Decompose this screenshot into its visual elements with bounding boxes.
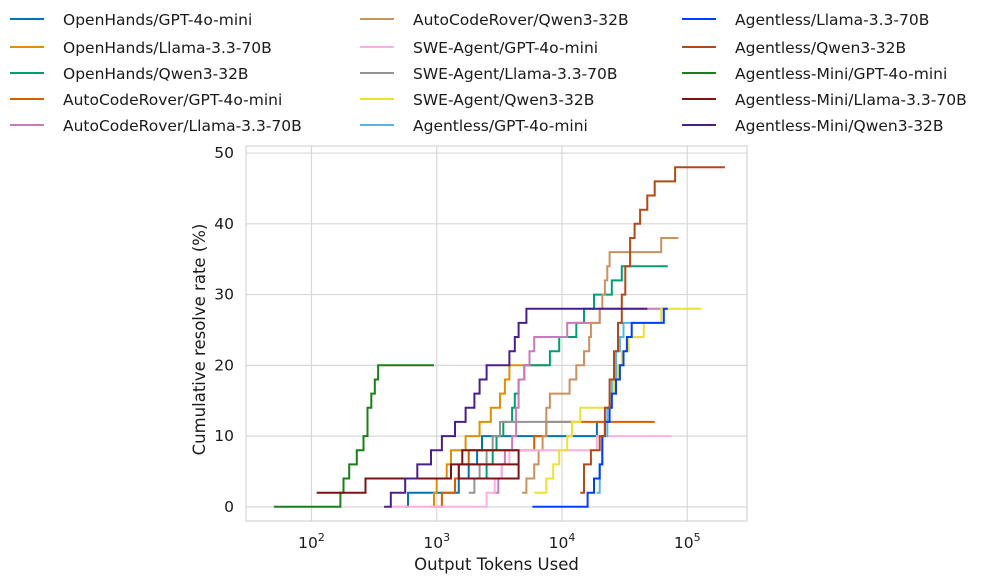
legend-label: OpenHands/Qwen3-32B <box>63 65 249 83</box>
legend-item: Agentless-Mini/Qwen3-32B <box>682 117 944 135</box>
legend-label: OpenHands/GPT-4o-mini <box>63 11 252 29</box>
legend-item: SWE-Agent/GPT-4o-mini <box>360 39 598 57</box>
legend-label: Agentless-Mini/Llama-3.3-70B <box>735 91 967 109</box>
legend-label: Agentless-Mini/Qwen3-32B <box>735 117 944 135</box>
legend-label: AutoCodeRover/GPT-4o-mini <box>63 91 282 109</box>
legend-item: Agentless/Qwen3-32B <box>682 39 906 57</box>
y-tick-label: 10 <box>214 427 234 445</box>
legend-label: Agentless/Llama-3.3-70B <box>735 11 929 29</box>
legend-item: OpenHands/Llama-3.3-70B <box>10 39 272 57</box>
series-line-12 <box>273 364 434 508</box>
legend-item: Agentless-Mini/Llama-3.3-70B <box>682 91 967 109</box>
x-axis-title: Output Tokens Used <box>414 555 579 574</box>
plot-frame <box>245 145 748 522</box>
series-line-2 <box>479 265 668 480</box>
x-tick-label: 105 <box>674 531 701 552</box>
legend-label: SWE-Agent/Qwen3-32B <box>413 91 594 109</box>
series-line-7 <box>468 420 577 494</box>
legend-item: AutoCodeRover/GPT-4o-mini <box>10 91 282 109</box>
y-tick-label: 40 <box>214 215 234 233</box>
series-group <box>273 166 725 508</box>
legend-label: Agentless-Mini/GPT-4o-mini <box>735 65 947 83</box>
y-tick-label: 30 <box>214 286 234 304</box>
x-tick-exponent: 4 <box>568 531 575 544</box>
y-tick-label: 20 <box>214 356 234 374</box>
series-line-11 <box>580 166 725 494</box>
legend-item: Agentless-Mini/GPT-4o-mini <box>682 65 947 83</box>
legend-label: Agentless/GPT-4o-mini <box>413 117 588 135</box>
legend-item: Agentless/Llama-3.3-70B <box>682 11 929 29</box>
legend-item: SWE-Agent/Llama-3.3-70B <box>360 65 618 83</box>
legend-label: SWE-Agent/GPT-4o-mini <box>413 39 598 57</box>
x-tick-base: 10 <box>423 534 443 552</box>
x-tick-base: 10 <box>298 534 318 552</box>
x-tick-exponent: 2 <box>318 531 325 544</box>
x-tick-base: 10 <box>549 534 569 552</box>
legend-label: OpenHands/Llama-3.3-70B <box>63 39 272 57</box>
series-line-6 <box>389 435 672 508</box>
series-line-13 <box>316 449 520 494</box>
series-line-14 <box>384 307 648 508</box>
series-line-10 <box>532 307 668 508</box>
x-tick-base: 10 <box>674 534 694 552</box>
series-line-1 <box>429 364 548 508</box>
x-tick-label: 104 <box>549 531 576 552</box>
legend-item: AutoCodeRover/Llama-3.3-70B <box>10 117 302 135</box>
legend-item: OpenHands/Qwen3-32B <box>10 65 249 83</box>
legend-label: AutoCodeRover/Qwen3-32B <box>413 11 629 29</box>
y-tick-label: 0 <box>224 498 234 516</box>
y-axis-title: Cumulative resolve rate (%) <box>190 224 209 456</box>
y-axis-ticks: 0 10 20 30 40 50 <box>214 144 234 516</box>
legend-label: Agentless/Qwen3-32B <box>735 39 906 57</box>
y-tick-label: 50 <box>214 144 234 162</box>
legend-item: Agentless/GPT-4o-mini <box>360 117 588 135</box>
x-tick-exponent: 3 <box>443 531 450 544</box>
legend-item: AutoCodeRover/Qwen3-32B <box>360 11 629 29</box>
legend-item: SWE-Agent/Qwen3-32B <box>360 91 594 109</box>
legend-label: SWE-Agent/Llama-3.3-70B <box>413 65 618 83</box>
x-tick-exponent: 5 <box>694 531 701 544</box>
x-tick-label: 102 <box>298 531 325 552</box>
x-axis-ticks: 102 103 104 105 <box>298 531 700 552</box>
legend-label: AutoCodeRover/Llama-3.3-70B <box>63 117 302 135</box>
legend: OpenHands/GPT-4o-mini OpenHands/Llama-3.3… <box>10 11 967 135</box>
x-tick-label: 103 <box>423 531 450 552</box>
legend-item: OpenHands/GPT-4o-mini <box>10 11 252 29</box>
